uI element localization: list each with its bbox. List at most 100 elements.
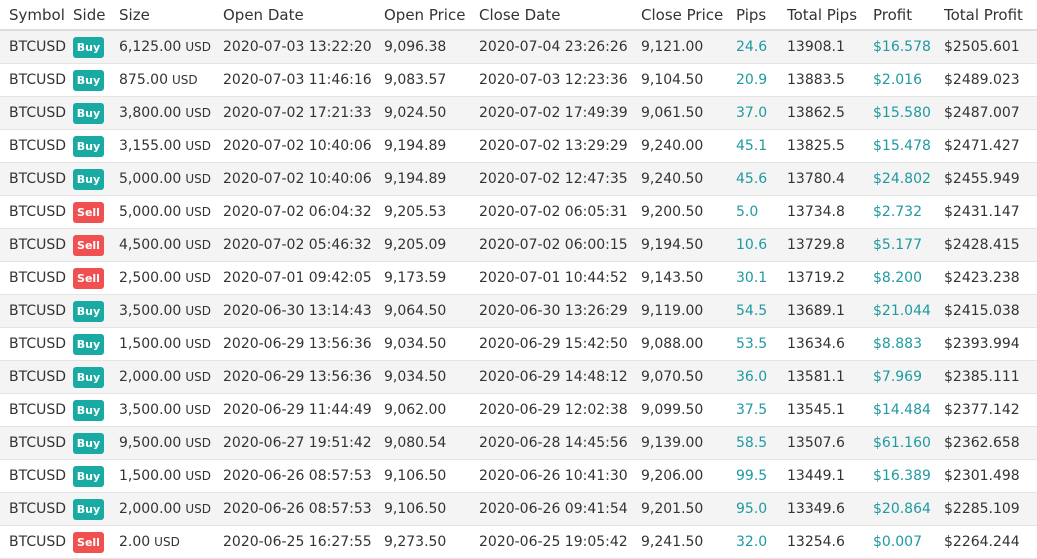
cell-close-price: 9,061.50 bbox=[641, 96, 736, 130]
cell-total-profit: $2471.427 bbox=[944, 129, 1037, 163]
cell-symbol: BTCUSD bbox=[0, 492, 73, 526]
cell-open-price: 9,173.59 bbox=[384, 261, 479, 295]
cell-open-date: 2020-06-26 08:57:53 bbox=[223, 459, 384, 493]
cell-profit: $24.802 bbox=[873, 162, 944, 196]
column-header-size[interactable]: Size bbox=[119, 0, 223, 31]
cell-open-price: 9,106.50 bbox=[384, 492, 479, 526]
column-header-open-date[interactable]: Open Date bbox=[223, 0, 384, 31]
cell-close-date: 2020-07-02 12:47:35 bbox=[479, 162, 641, 196]
sell-badge: Sell bbox=[73, 267, 104, 289]
cell-total-pips: 13729.8 bbox=[787, 228, 873, 262]
cell-side: Buy bbox=[73, 96, 119, 130]
column-header-open-price[interactable]: Open Price bbox=[384, 0, 479, 31]
table-row[interactable]: BTCUSD Buy 1,500.00 USD 2020-06-29 13:56:36 9… bbox=[0, 327, 1037, 361]
sell-badge: Sell bbox=[73, 201, 104, 223]
table-row[interactable]: BTCUSD Sell 2,500.00 USD 2020-07-01 09:42:05… bbox=[0, 261, 1037, 295]
cell-open-price: 9,064.50 bbox=[384, 294, 479, 328]
table-row[interactable]: BTCUSD Buy 875.00 USD 2020-07-03 11:46:16 9,0… bbox=[0, 63, 1037, 97]
cell-pips: 45.1 bbox=[736, 129, 787, 163]
cell-total-profit: $2431.147 bbox=[944, 195, 1037, 229]
column-header-pips[interactable]: Pips bbox=[736, 0, 787, 31]
cell-total-profit: $2377.142 bbox=[944, 393, 1037, 427]
cell-total-pips: 13883.5 bbox=[787, 63, 873, 97]
cell-side: Buy bbox=[73, 459, 119, 493]
size-value: 875.00 bbox=[119, 72, 168, 88]
cell-pips: 99.5 bbox=[736, 459, 787, 493]
column-header-side[interactable]: Side bbox=[73, 0, 119, 31]
cell-total-profit: $2428.415 bbox=[944, 228, 1037, 262]
cell-symbol: BTCUSD bbox=[0, 327, 73, 361]
column-header-total-pips[interactable]: Total Pips bbox=[787, 0, 873, 31]
cell-open-price: 9,024.50 bbox=[384, 96, 479, 130]
cell-profit: $14.484 bbox=[873, 393, 944, 427]
cell-open-price: 9,080.54 bbox=[384, 426, 479, 460]
column-header-close-date[interactable]: Close Date bbox=[479, 0, 641, 31]
cell-open-date: 2020-06-25 16:27:55 bbox=[223, 525, 384, 559]
cell-symbol: BTCUSD bbox=[0, 426, 73, 460]
cell-profit: $15.478 bbox=[873, 129, 944, 163]
cell-side: Sell bbox=[73, 228, 119, 262]
table-row[interactable]: BTCUSD Buy 3,500.00 USD 2020-06-29 11:44:49 9… bbox=[0, 393, 1037, 427]
column-header-symbol[interactable]: Symbol bbox=[0, 0, 73, 31]
table-row[interactable]: BTCUSD Sell 5,000.00 USD 2020-07-02 06:04:32… bbox=[0, 195, 1037, 229]
cell-total-pips: 13507.6 bbox=[787, 426, 873, 460]
cell-symbol: BTCUSD bbox=[0, 63, 73, 97]
cell-open-date: 2020-07-03 13:22:20 bbox=[223, 30, 384, 64]
column-header-total-profit[interactable]: Total Profit bbox=[944, 0, 1037, 31]
column-header-profit[interactable]: Profit bbox=[873, 0, 944, 31]
size-unit: USD bbox=[185, 106, 211, 120]
buy-badge: Buy bbox=[73, 498, 104, 520]
table-row[interactable]: BTCUSD Buy 2,000.00 USD 2020-06-29 13:56:36 9… bbox=[0, 360, 1037, 394]
table-row[interactable]: BTCUSD Buy 3,500.00 USD 2020-06-30 13:14:43 9… bbox=[0, 294, 1037, 328]
cell-open-date: 2020-06-29 13:56:36 bbox=[223, 327, 384, 361]
cell-side: Sell bbox=[73, 195, 119, 229]
cell-total-profit: $2285.109 bbox=[944, 492, 1037, 526]
buy-badge: Buy bbox=[73, 465, 104, 487]
cell-pips: 53.5 bbox=[736, 327, 787, 361]
size-unit: USD bbox=[185, 304, 211, 318]
cell-side: Buy bbox=[73, 162, 119, 196]
cell-size: 2.00 USD bbox=[119, 525, 223, 559]
cell-symbol: BTCUSD bbox=[0, 162, 73, 196]
buy-badge: Buy bbox=[73, 168, 104, 190]
cell-close-price: 9,139.00 bbox=[641, 426, 736, 460]
cell-total-pips: 13825.5 bbox=[787, 129, 873, 163]
cell-side: Buy bbox=[73, 294, 119, 328]
cell-profit: $20.864 bbox=[873, 492, 944, 526]
table-row[interactable]: BTCUSD Buy 2,000.00 USD 2020-06-26 08:57:53 9… bbox=[0, 492, 1037, 526]
cell-symbol: BTCUSD bbox=[0, 393, 73, 427]
table-row[interactable]: BTCUSD Buy 3,800.00 USD 2020-07-02 17:21:33 9… bbox=[0, 96, 1037, 130]
cell-symbol: BTCUSD bbox=[0, 261, 73, 295]
cell-pips: 36.0 bbox=[736, 360, 787, 394]
cell-close-date: 2020-06-26 10:41:30 bbox=[479, 459, 641, 493]
cell-close-date: 2020-06-29 15:42:50 bbox=[479, 327, 641, 361]
size-value: 3,155.00 bbox=[119, 138, 182, 154]
table-row[interactable]: BTCUSD Buy 3,155.00 USD 2020-07-02 10:40:06 9… bbox=[0, 129, 1037, 163]
cell-profit: $2.732 bbox=[873, 195, 944, 229]
cell-profit: $2.016 bbox=[873, 63, 944, 97]
cell-open-date: 2020-06-26 08:57:53 bbox=[223, 492, 384, 526]
size-value: 5,000.00 bbox=[119, 204, 182, 220]
cell-open-price: 9,096.38 bbox=[384, 30, 479, 64]
cell-close-price: 9,119.00 bbox=[641, 294, 736, 328]
cell-open-price: 9,034.50 bbox=[384, 360, 479, 394]
cell-size: 2,000.00 USD bbox=[119, 492, 223, 526]
cell-close-price: 9,099.50 bbox=[641, 393, 736, 427]
cell-side: Buy bbox=[73, 426, 119, 460]
size-value: 3,800.00 bbox=[119, 105, 182, 121]
table-row[interactable]: BTCUSD Buy 6,125.00 USD 2020-07-03 13:22:20 9… bbox=[0, 30, 1037, 64]
table-row[interactable]: BTCUSD Sell 2.00 USD 2020-06-25 16:27:55 9,27… bbox=[0, 525, 1037, 559]
cell-open-price: 9,062.00 bbox=[384, 393, 479, 427]
cell-close-date: 2020-06-30 13:26:29 bbox=[479, 294, 641, 328]
cell-side: Sell bbox=[73, 261, 119, 295]
cell-size: 1,500.00 USD bbox=[119, 459, 223, 493]
cell-close-price: 9,241.50 bbox=[641, 525, 736, 559]
cell-close-price: 9,240.00 bbox=[641, 129, 736, 163]
size-unit: USD bbox=[185, 403, 211, 417]
table-row[interactable]: BTCUSD Buy 5,000.00 USD 2020-07-02 10:40:06 9… bbox=[0, 162, 1037, 196]
cell-open-date: 2020-06-27 19:51:42 bbox=[223, 426, 384, 460]
column-header-close-price[interactable]: Close Price bbox=[641, 0, 736, 31]
table-row[interactable]: BTCUSD Buy 9,500.00 USD 2020-06-27 19:51:42 9… bbox=[0, 426, 1037, 460]
table-row[interactable]: BTCUSD Buy 1,500.00 USD 2020-06-26 08:57:53 9… bbox=[0, 459, 1037, 493]
table-row[interactable]: BTCUSD Sell 4,500.00 USD 2020-07-02 05:46:32… bbox=[0, 228, 1037, 262]
